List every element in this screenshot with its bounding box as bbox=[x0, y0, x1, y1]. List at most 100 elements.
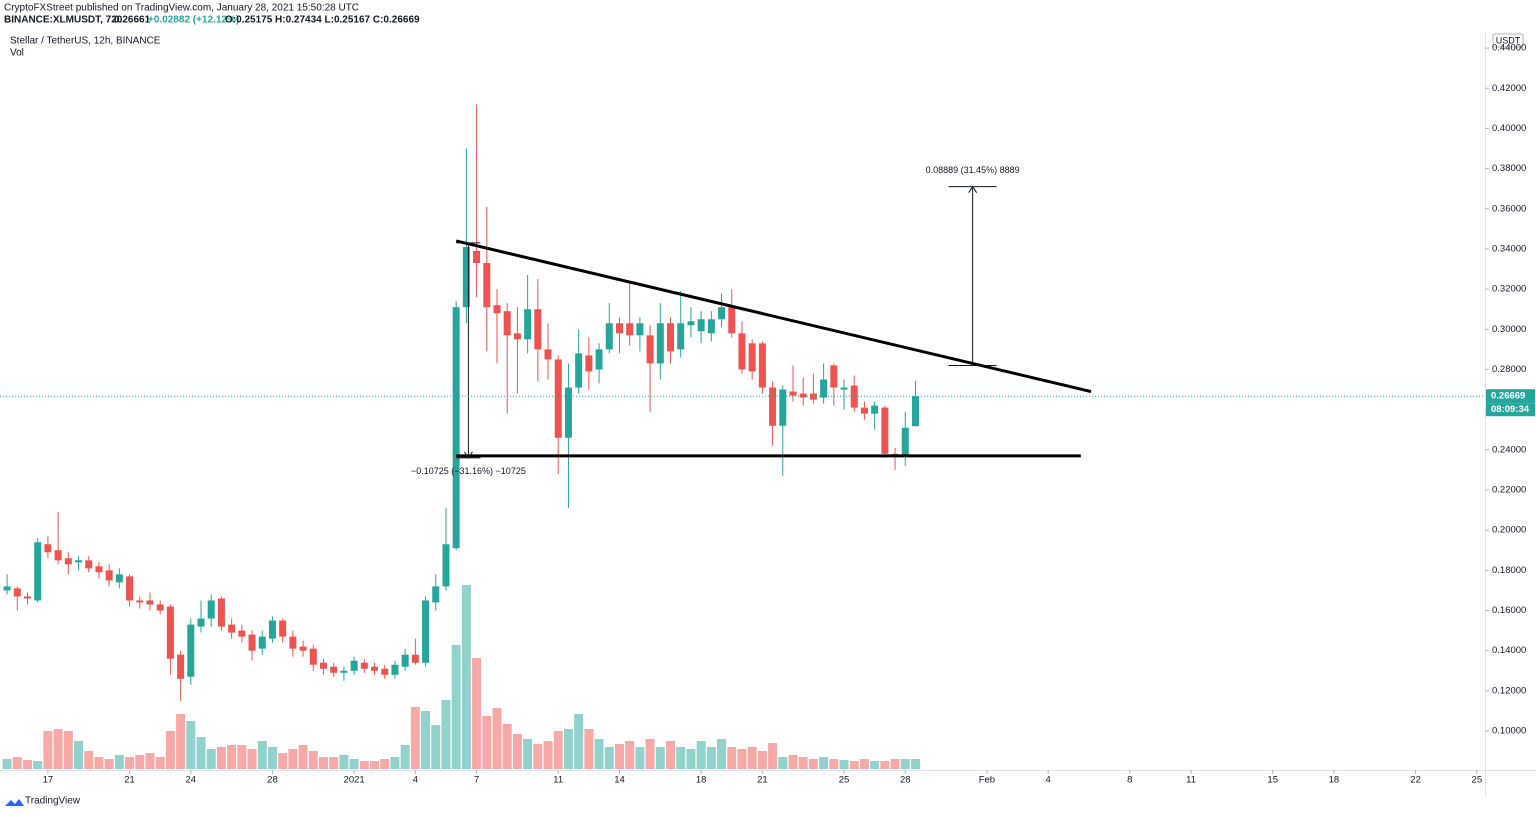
volume-bar bbox=[63, 731, 73, 769]
symbol: BINANCE:XLMUSDT, 720 bbox=[4, 15, 123, 26]
volume-bar bbox=[349, 759, 359, 769]
volume-bar bbox=[257, 741, 267, 769]
candle-body bbox=[493, 305, 501, 314]
volume-bar bbox=[227, 745, 237, 769]
x-tick-label: 15 bbox=[1267, 775, 1278, 786]
y-tick-label: 0.38000 bbox=[1492, 163, 1526, 174]
volume-bar bbox=[472, 658, 482, 769]
volume-bar bbox=[635, 747, 645, 769]
candle-body bbox=[126, 576, 134, 601]
volume-bar bbox=[696, 741, 706, 769]
measure-arrow bbox=[464, 451, 473, 459]
candle-body bbox=[279, 620, 287, 637]
volume-bar bbox=[747, 747, 757, 769]
volume-bar bbox=[676, 747, 686, 769]
candle-body bbox=[769, 387, 777, 426]
candle-body bbox=[513, 333, 521, 340]
volume-bar bbox=[604, 747, 614, 769]
candle-body bbox=[799, 393, 807, 398]
candle-body bbox=[350, 660, 358, 671]
y-tick-label: 0.12000 bbox=[1492, 685, 1526, 696]
x-tick-label: 21 bbox=[124, 775, 135, 786]
volume-bar bbox=[390, 757, 400, 769]
volume-bar bbox=[645, 739, 655, 769]
x-tick-label: 8 bbox=[1127, 775, 1132, 786]
volume-bar bbox=[318, 757, 328, 769]
candle-body bbox=[401, 654, 409, 667]
x-tick-label: 25 bbox=[839, 775, 850, 786]
candle-body bbox=[728, 307, 736, 334]
x-tick-label: 21 bbox=[757, 775, 768, 786]
candle-body bbox=[544, 349, 552, 360]
volume-bar bbox=[574, 714, 584, 769]
y-tick-label: 0.22000 bbox=[1492, 485, 1526, 496]
volume-bar bbox=[859, 759, 869, 769]
volume-bar bbox=[727, 747, 737, 769]
candle-body bbox=[442, 544, 450, 587]
candle-body bbox=[391, 664, 399, 675]
candle-body bbox=[136, 600, 144, 603]
candle-body bbox=[258, 636, 266, 649]
volume-bar bbox=[400, 745, 410, 769]
x-tick-label: 14 bbox=[614, 775, 625, 786]
candle-body bbox=[177, 654, 185, 679]
candle-body bbox=[85, 560, 93, 569]
candle-body bbox=[626, 323, 634, 336]
volume-bar bbox=[451, 645, 461, 769]
volume-bar bbox=[216, 747, 226, 769]
y-tick-label: 0.34000 bbox=[1492, 243, 1526, 254]
volume-bar bbox=[910, 759, 920, 769]
volume-bar bbox=[431, 725, 441, 769]
candle-body bbox=[534, 309, 542, 350]
candle-body bbox=[452, 307, 460, 549]
candle-body bbox=[830, 365, 838, 388]
volume-bar bbox=[329, 757, 339, 769]
countdown-tag bbox=[1486, 403, 1535, 417]
candle-body bbox=[197, 618, 205, 627]
volume-bar bbox=[278, 753, 288, 769]
candle-body bbox=[575, 353, 583, 388]
y-tick-label: 0.24000 bbox=[1492, 444, 1526, 455]
volume-bar bbox=[492, 708, 502, 769]
candle-body bbox=[432, 586, 440, 603]
x-tick-label: 22 bbox=[1410, 775, 1421, 786]
candle-body bbox=[3, 586, 11, 591]
volume-bar bbox=[839, 760, 849, 769]
volume-bar bbox=[176, 714, 186, 769]
y-tick-label: 0.14000 bbox=[1492, 645, 1526, 656]
candle-body bbox=[381, 668, 389, 675]
published: CryptoFXStreet published on TradingView.… bbox=[4, 3, 359, 14]
candle-body bbox=[64, 558, 72, 565]
volume-bar bbox=[267, 747, 277, 769]
volume-bar bbox=[461, 585, 471, 769]
candle-body bbox=[585, 355, 593, 372]
candle-body bbox=[75, 560, 83, 563]
candle-body bbox=[330, 666, 338, 673]
x-tick-label: 4 bbox=[1046, 775, 1051, 786]
candle-body bbox=[840, 387, 848, 390]
volume-bar bbox=[737, 749, 747, 769]
candle-body bbox=[248, 634, 256, 651]
candle-body bbox=[901, 427, 909, 456]
candle-body bbox=[554, 359, 562, 438]
volume-bar bbox=[22, 760, 32, 769]
chart-title: Stellar / TetherUS, 12h, BINANCE bbox=[10, 36, 161, 47]
candle-body bbox=[156, 604, 164, 611]
candle-body bbox=[779, 389, 787, 426]
volume-bar bbox=[870, 761, 880, 769]
volume-bar bbox=[53, 729, 63, 769]
volume-bar bbox=[441, 700, 451, 769]
candle-body bbox=[911, 396, 919, 427]
volume-bar bbox=[512, 734, 522, 769]
volume-bar bbox=[43, 731, 53, 769]
x-tick-label: 28 bbox=[900, 775, 911, 786]
x-tick-label: 25 bbox=[1472, 775, 1483, 786]
volume-bar bbox=[655, 747, 665, 769]
candle-body bbox=[289, 636, 297, 649]
candle-body bbox=[309, 648, 317, 665]
candle-body bbox=[483, 263, 491, 308]
volume-bar bbox=[298, 745, 308, 769]
candle-body bbox=[850, 385, 858, 408]
candle-body bbox=[34, 542, 42, 601]
